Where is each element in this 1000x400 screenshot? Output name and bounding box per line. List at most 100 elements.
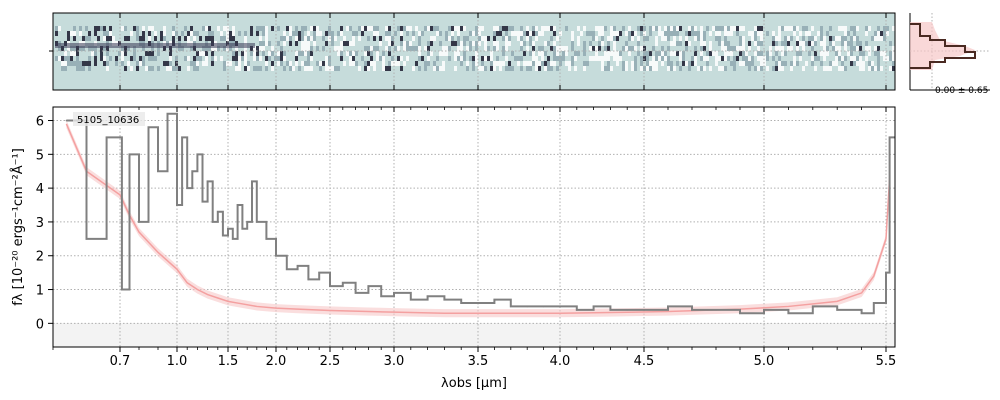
spectrum-2d-pixel xyxy=(187,66,190,71)
spectrum-2d-pixel xyxy=(187,36,190,41)
spectrum-2d-pixel xyxy=(133,51,136,56)
spectrum-2d-pixel xyxy=(463,56,466,61)
spectrum-2d-pixel xyxy=(481,61,484,66)
spectrum-2d-pixel xyxy=(754,31,757,36)
spectrum-2d-pixel xyxy=(328,66,331,71)
spectrum-2d-pixel xyxy=(316,46,319,51)
spectrum-2d-pixel xyxy=(565,46,568,51)
spectrum-2d-pixel xyxy=(679,51,682,56)
spectrum-2d-pixel xyxy=(238,61,241,66)
spectrum-2d-pixel xyxy=(355,31,358,36)
spectrum-2d-pixel xyxy=(844,66,847,71)
spectrum-2d-pixel xyxy=(760,66,763,71)
spectrum-2d-pixel xyxy=(301,26,304,31)
spectrum-2d-pixel xyxy=(847,51,850,56)
spectrum-2d-pixel xyxy=(82,36,85,41)
spectrum-2d-pixel xyxy=(262,31,265,36)
spectrum-2d-pixel xyxy=(634,56,637,61)
spectrum-2d-pixel xyxy=(193,66,196,71)
data-point xyxy=(296,265,299,267)
spectrum-2d-pixel xyxy=(607,56,610,61)
spectrum-2d-pixel xyxy=(142,31,145,36)
spectrum-2d-pixel xyxy=(148,51,151,56)
spectrum-2d-pixel xyxy=(607,66,610,71)
spectrum-2d-pixel xyxy=(850,41,853,46)
spectrum-2d-pixel xyxy=(349,56,352,61)
spectrum-2d-pixel xyxy=(223,26,226,31)
spectrum-2d-pixel xyxy=(862,51,865,56)
spectrum-2d-pixel xyxy=(451,31,454,36)
data-point xyxy=(166,112,169,115)
spectrum-2d-pixel xyxy=(352,61,355,66)
spectrum-2d-pixel xyxy=(415,61,418,66)
spectrum-2d-pixel xyxy=(709,46,712,51)
spectrum-2d-pixel xyxy=(778,31,781,36)
spectrum-2d-pixel xyxy=(853,31,856,36)
spectrum-2d-pixel xyxy=(526,36,529,41)
spectrum-2d-pixel xyxy=(103,46,106,51)
spectrum-2d-pixel xyxy=(610,66,613,71)
spectrum-2d-pixel xyxy=(622,66,625,71)
spectrum-2d-pixel xyxy=(373,31,376,36)
spectrum-2d-pixel xyxy=(841,66,844,71)
spectrum-2d-pixel xyxy=(787,41,790,46)
spectrum-2d-pixel xyxy=(103,26,106,31)
spectrum-2d-pixel xyxy=(790,26,793,31)
spectrum-2d-pixel xyxy=(469,56,472,61)
spectrum-2d-pixel xyxy=(628,46,631,51)
spectrum-2d-pixel xyxy=(493,61,496,66)
spectrum-2d-pixel xyxy=(595,26,598,31)
spectrum-2d-pixel xyxy=(244,56,247,61)
spectrum-2d-pixel xyxy=(808,31,811,36)
spectrum-2d-pixel xyxy=(697,66,700,71)
spectrum-2d-pixel xyxy=(778,56,781,61)
spectrum-2d-pixel xyxy=(202,26,205,31)
spectrum-2d-pixel xyxy=(340,51,343,56)
spectrum-2d-pixel xyxy=(370,56,373,61)
spectrum-2d-pixel xyxy=(784,26,787,31)
spectrum-2d-pixel xyxy=(538,31,541,36)
spectrum-2d-pixel xyxy=(760,31,763,36)
spectrum-2d-pixel xyxy=(625,31,628,36)
spectrum-2d-pixel xyxy=(778,26,781,31)
spectrum-2d-pixel xyxy=(637,41,640,46)
spectrum-2d-pixel xyxy=(805,26,808,31)
spectrum-2d-pixel xyxy=(703,66,706,71)
spectrum-2d-pixel xyxy=(655,36,658,41)
spectrum-2d-pixel xyxy=(850,51,853,56)
spectrum-2d-pixel xyxy=(157,66,160,71)
data-point xyxy=(885,271,887,274)
spectrum-2d-pixel xyxy=(295,26,298,31)
spectrum-2d-pixel xyxy=(508,66,511,71)
spectrum-2d-pixel xyxy=(349,51,352,56)
spectrum-2d-pixel xyxy=(541,51,544,56)
spectrum-2d-pixel xyxy=(301,46,304,51)
spectrum-2d-pixel xyxy=(367,66,370,71)
spectrum-2d-pixel xyxy=(730,51,733,56)
spectrum-2d-pixel xyxy=(385,26,388,31)
spectrum-2d-pixel xyxy=(721,41,724,46)
spectrum-2d-pixel xyxy=(340,41,343,46)
spectrum-2d-pixel xyxy=(367,51,370,56)
spectrum-2d-pixel xyxy=(799,51,802,56)
spectrum-2d-pixel xyxy=(823,46,826,51)
spectrum-2d-pixel xyxy=(88,61,91,66)
spectrum-2d-pixel xyxy=(535,66,538,71)
spectrum-2d-pixel xyxy=(709,66,712,71)
spectrum-2d-pixel xyxy=(352,36,355,41)
spectrum-2d-pixel xyxy=(883,31,886,36)
spectrum-2d-pixel xyxy=(271,26,274,31)
spectrum-2d-pixel xyxy=(466,66,469,71)
spectrum-2d-pixel xyxy=(82,61,85,66)
spectrum-2d-pixel xyxy=(106,61,109,66)
spectrum-2d-pixel xyxy=(307,41,310,46)
data-point xyxy=(286,268,288,271)
spectrum-2d-pixel xyxy=(604,56,607,61)
spectrum-2d-pixel xyxy=(826,51,829,56)
spectrum-2d-pixel xyxy=(796,46,799,51)
spectrum-2d-pixel xyxy=(337,66,340,71)
spectrum-2d-pixel xyxy=(829,36,832,41)
spectrum-2d-pixel xyxy=(649,26,652,31)
spectrum-2d-pixel xyxy=(667,56,670,61)
data-point xyxy=(105,136,108,139)
